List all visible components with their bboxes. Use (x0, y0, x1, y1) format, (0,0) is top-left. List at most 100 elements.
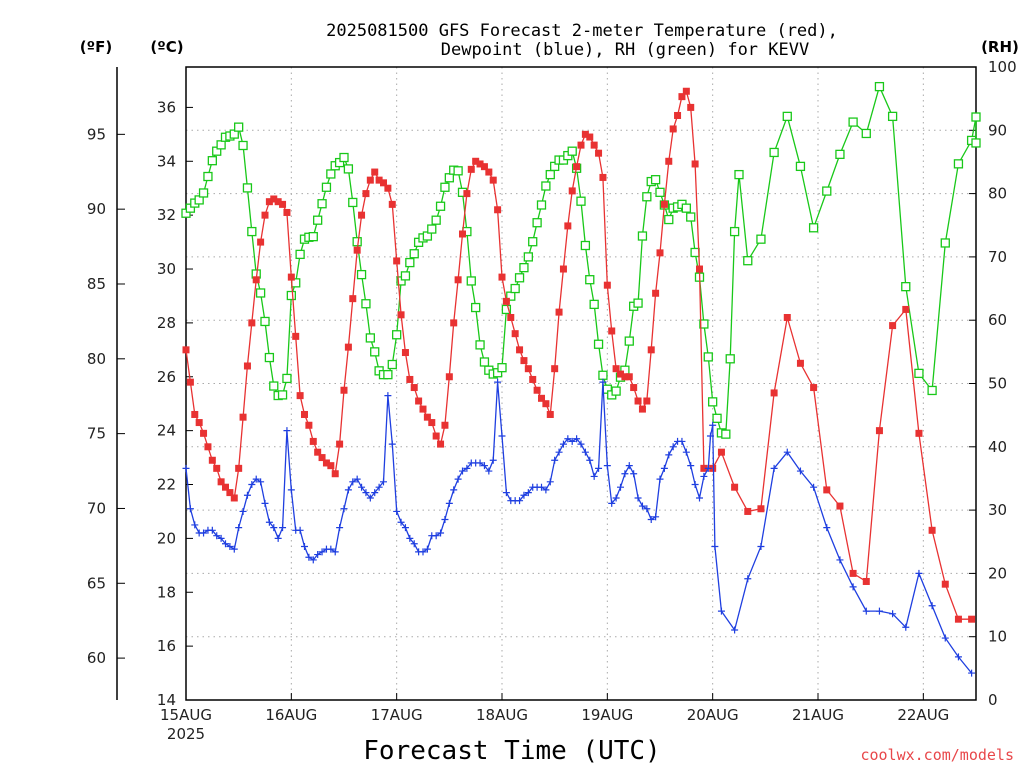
dewpoint-point (643, 505, 651, 513)
rh-point (927, 385, 937, 396)
rh-point (795, 161, 806, 172)
rh-point (339, 152, 349, 163)
temperature-point (849, 569, 857, 577)
dewpoint-point (568, 437, 576, 445)
dewpoint-point (875, 607, 883, 615)
dewpoint-point (731, 626, 739, 634)
dewpoint-point (252, 475, 260, 483)
rh-point (510, 283, 520, 294)
dewpoint-point (480, 462, 488, 470)
time-tick-label: 20AUG (687, 706, 739, 724)
dewpoint-point (928, 602, 936, 610)
rh-point (664, 214, 674, 225)
dewpoint-point (796, 467, 804, 475)
temperature-point (314, 448, 322, 456)
temperature-point (182, 346, 190, 354)
chart-title-line-1: 2025081500 GFS Forecast 2-meter Temperat… (326, 21, 838, 41)
dewpoint-point (331, 548, 339, 556)
dewpoint-point (287, 486, 295, 494)
temperature-point (274, 198, 282, 206)
temperature-point (700, 464, 708, 472)
dewpoint-point (770, 464, 778, 472)
rh-point (637, 231, 648, 241)
temperature-point (555, 308, 563, 316)
dewpoint-point (459, 467, 466, 475)
dewpoint-point (437, 529, 445, 537)
rh-point (286, 290, 296, 301)
rh-point (686, 212, 696, 222)
rh-point (585, 275, 595, 285)
dewpoint-point (542, 486, 550, 494)
temperature-point (652, 289, 660, 297)
time-tick-label: 16AUG (265, 706, 317, 724)
rh-point (427, 224, 437, 234)
temperature-point (731, 483, 739, 491)
dewpoint-point (182, 464, 190, 472)
dewpoint-point (362, 489, 370, 497)
celsius-axis-unit: (ºC) (150, 38, 183, 56)
dewpoint-point (230, 545, 238, 553)
dewpoint-point (546, 478, 554, 486)
dewpoint-point (353, 475, 361, 483)
temperature-point (358, 211, 366, 219)
dewpoint-point (652, 513, 660, 521)
temperature-point (643, 397, 651, 405)
rh-point (523, 252, 533, 262)
temperature-series (182, 87, 976, 623)
rh-point (545, 169, 555, 180)
dewpoint-point (823, 524, 831, 532)
temperature-point (836, 502, 844, 510)
dewpoint-point (208, 526, 216, 534)
rh-point (370, 347, 380, 357)
temperature-point (941, 580, 949, 588)
celsius-tick-label: 32 (157, 206, 176, 224)
dewpoint-point (700, 472, 708, 480)
rh-point (352, 237, 362, 247)
rh-point (848, 117, 858, 127)
dewpoint-point (849, 583, 857, 591)
dewpoint-point (564, 435, 572, 443)
dewpoint-point (586, 456, 594, 464)
temperature-point (489, 176, 497, 184)
temperature-point (520, 357, 528, 365)
rh-point (580, 240, 591, 251)
dewpoint-point (485, 467, 493, 475)
dewpoint-point (296, 526, 304, 534)
grid-lines (186, 67, 976, 700)
temperature-point (511, 330, 519, 338)
dewpoint-point (665, 451, 673, 459)
temperature-point (516, 346, 524, 354)
rh-point (743, 256, 753, 266)
temperature-point (397, 311, 405, 319)
rh-point (260, 316, 270, 327)
rh-point (769, 147, 779, 158)
rh-point (365, 333, 375, 343)
dewpoint-point (344, 486, 352, 494)
temperature-point (248, 319, 256, 327)
temperature-point (309, 437, 317, 445)
temperature-point (682, 87, 690, 95)
dewpoint-point (432, 532, 440, 540)
temperature-point (502, 297, 510, 305)
rh-point (861, 128, 871, 139)
rh-point (734, 169, 744, 180)
dewpoint-point (349, 478, 357, 486)
temperature-point (485, 168, 493, 176)
rh-tick-label: 70 (988, 248, 1007, 266)
dewpoint-point (538, 483, 545, 491)
rh-point (593, 339, 604, 349)
dewpoint-point (709, 421, 717, 429)
rh-point (361, 299, 371, 309)
temperature-point (279, 200, 287, 208)
dewpoint-point (836, 556, 844, 564)
time-tick-label: 19AUG (581, 706, 633, 724)
temperature-point (608, 327, 616, 335)
rh-point (708, 397, 718, 407)
dewpoint-point (384, 392, 392, 400)
rh-point (405, 257, 415, 268)
dewpoint-point (520, 491, 528, 499)
dewpoint-point (423, 545, 431, 553)
celsius-tick-label: 26 (157, 368, 176, 386)
rh-point (387, 359, 397, 370)
